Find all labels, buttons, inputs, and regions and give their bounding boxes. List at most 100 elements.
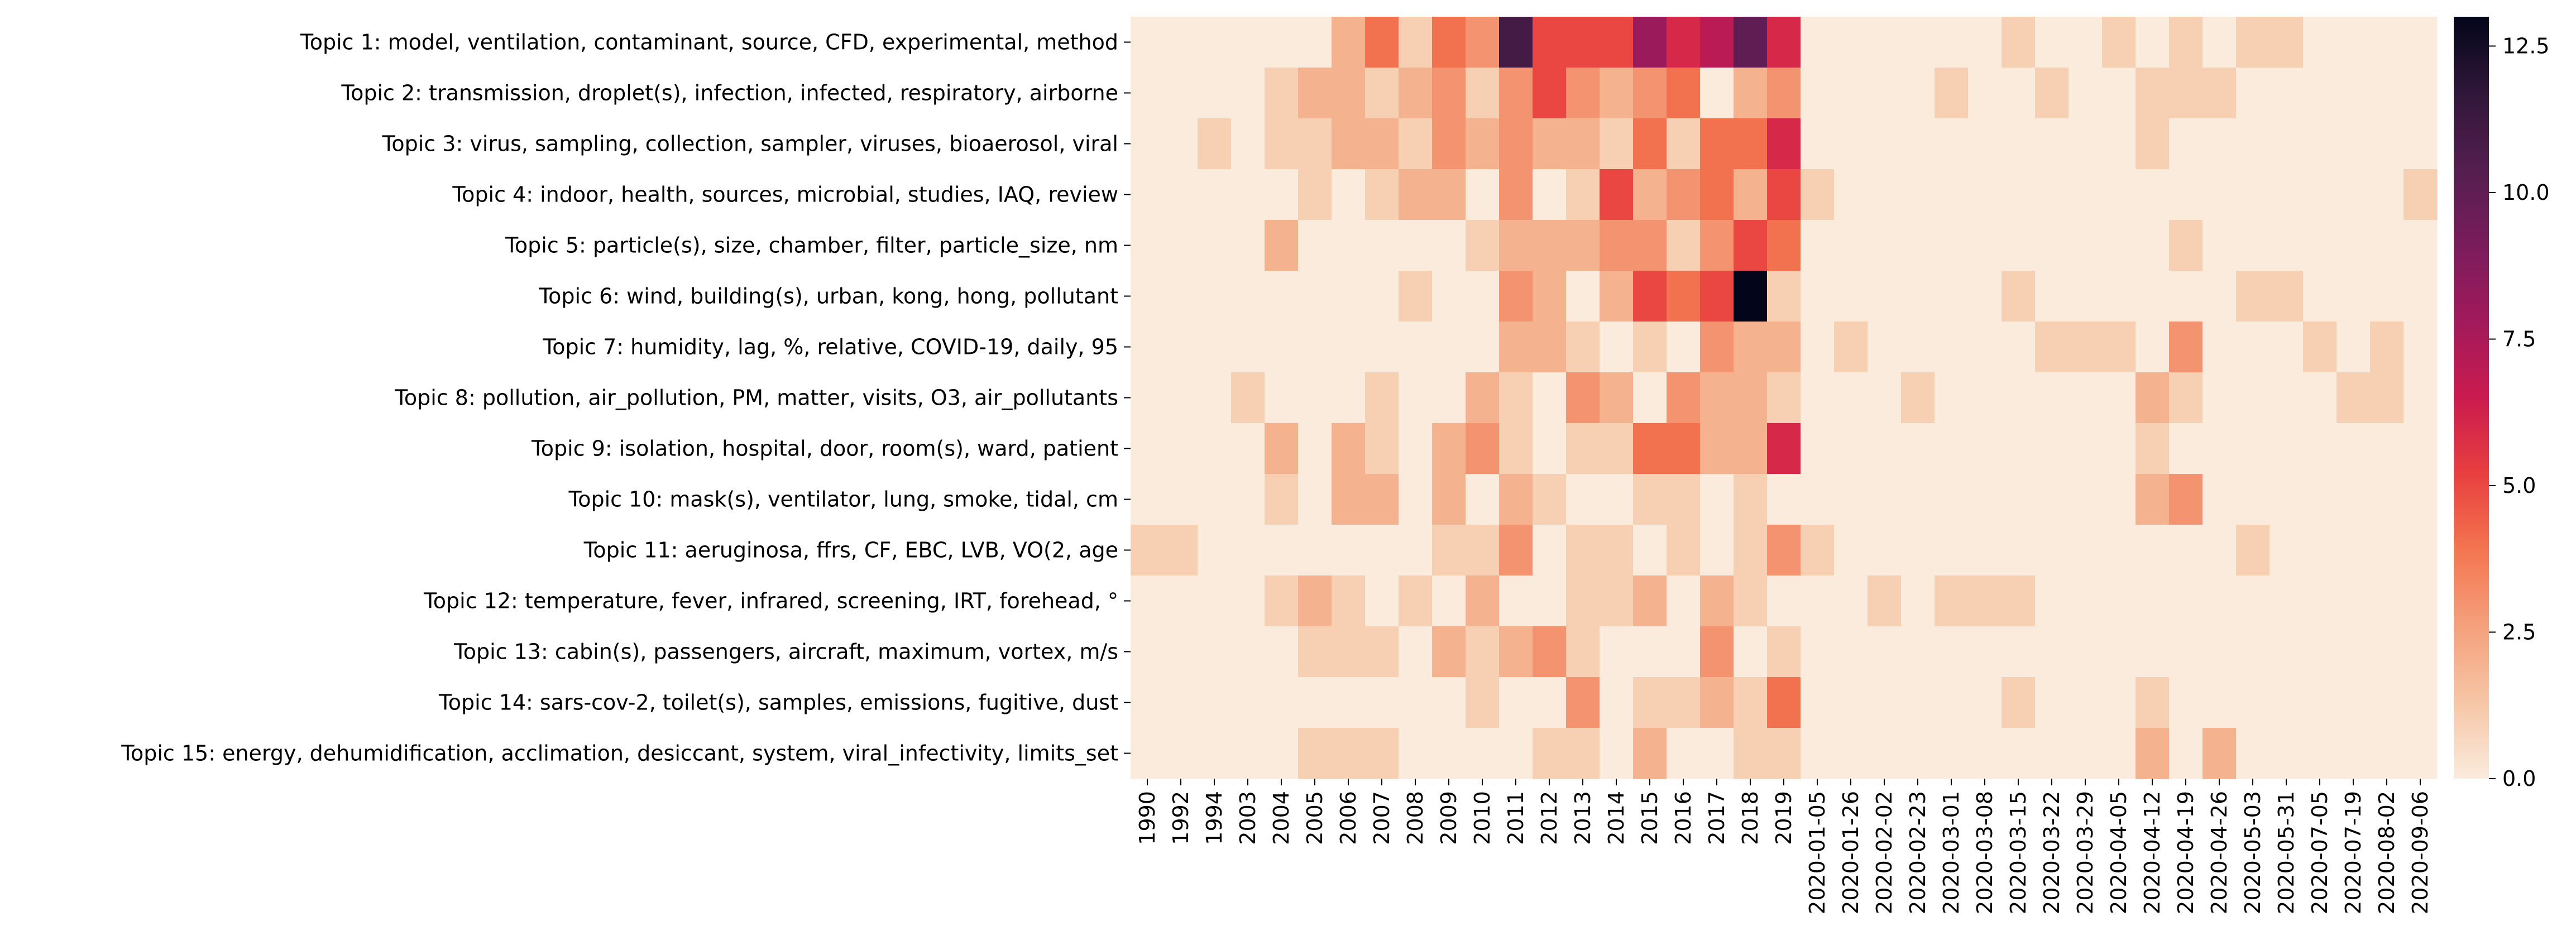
heatmap-cell [1801,118,1835,170]
heatmap-cell [2169,575,2203,627]
heatmap-cell [1265,372,1299,424]
heatmap-cell [2102,220,2136,271]
heatmap-cell [1131,17,1165,68]
heatmap-cell [2102,728,2136,779]
heatmap-cell [2236,118,2270,170]
heatmap-cell [2002,677,2036,728]
heatmap-cell [2236,68,2270,119]
heatmap-cell [2236,372,2270,424]
heatmap-cell [2303,474,2337,525]
heatmap-cell [1700,575,1734,627]
heatmap-cell [1399,728,1433,779]
heatmap-cell [2069,575,2103,627]
heatmap-cell [2202,220,2237,271]
heatmap-cell [2069,118,2103,170]
heatmap-cell [2202,17,2237,68]
heatmap-cell [2236,271,2270,322]
heatmap-cell [1868,118,1902,170]
heatmap-cell [2403,220,2438,271]
heatmap-cell [1767,271,1801,322]
heatmap-cell [1533,68,1567,119]
heatmap-cell [2336,169,2371,220]
heatmap-cell [1700,372,1734,424]
heatmap-cell [1566,575,1600,627]
heatmap-cell [1834,68,1868,119]
heatmap-cell [1633,271,1667,322]
heatmap-cell [1633,525,1667,576]
heatmap-cell [1499,677,1533,728]
heatmap-cell [2136,68,2170,119]
heatmap-cell [1499,118,1533,170]
heatmap-cell [1164,220,1198,271]
heatmap-cell [1700,271,1734,322]
heatmap-cell [2269,474,2304,525]
heatmap-cell [1734,525,1768,576]
heatmap-cell [1265,423,1299,474]
column-label: 2020-04-12 [2140,791,2165,914]
heatmap-cell [1566,17,1600,68]
heatmap-cell [1265,68,1299,119]
heatmap-cell [2136,17,2170,68]
heatmap-cell [1801,271,1835,322]
heatmap-cell [1298,372,1332,424]
colorbar-tick-label: 12.5 [2502,34,2550,59]
column-label: 2019 [1771,791,1796,845]
heatmap-cell [1834,474,1868,525]
heatmap-cell [2403,423,2438,474]
heatmap-cell [1499,220,1533,271]
column-label: 2020-07-05 [2307,791,2332,914]
heatmap-cell [1901,271,1935,322]
heatmap-cell [2303,626,2337,678]
heatmap-cell [2370,68,2404,119]
heatmap-cell [1131,271,1165,322]
heatmap-cell [2236,423,2270,474]
row-label: Topic 4: indoor, health, sources, microb… [452,183,1118,207]
heatmap-cell [1935,220,1969,271]
heatmap-cell [1365,118,1399,170]
heatmap-cell [2069,423,2103,474]
heatmap-cell [1801,17,1835,68]
heatmap-cell [2069,474,2103,525]
column-label: 1992 [1169,791,1193,845]
row-label: Topic 12: temperature, fever, infrared, … [423,589,1118,613]
heatmap-cell [1901,677,1935,728]
column-label: 2020-02-02 [1872,791,1897,914]
heatmap-cell [2136,474,2170,525]
heatmap-cell [2002,474,2036,525]
heatmap-cell [2002,728,2036,779]
column-label: 2020-08-02 [2374,791,2399,914]
heatmap-cell [2202,372,2237,424]
heatmap-cell [1767,322,1801,373]
heatmap-cell [1935,423,1969,474]
heatmap-cell [2403,271,2438,322]
heatmap-cell [2202,474,2237,525]
heatmap-cell [1499,525,1533,576]
heatmap-cell [1667,677,1701,728]
heatmap-cell [2102,322,2136,373]
heatmap-cell [1935,677,1969,728]
heatmap-cell [1231,169,1265,220]
heatmap-cell [1432,322,1466,373]
heatmap-cell [1767,677,1801,728]
heatmap-cell [2269,372,2304,424]
heatmap-cell [1164,322,1198,373]
heatmap-cell [1231,220,1265,271]
heatmap-cell [1231,575,1265,627]
heatmap-cell [2269,525,2304,576]
heatmap-cell [1432,17,1466,68]
heatmap-cell [2035,728,2069,779]
heatmap-cell [1399,677,1433,728]
heatmap-cell [1164,677,1198,728]
heatmap-cell [2403,525,2438,576]
heatmap-cell [1868,575,1902,627]
heatmap-cell [1298,525,1332,576]
heatmap-cell [1399,169,1433,220]
heatmap-cell [2403,169,2438,220]
heatmap-cell [1365,372,1399,424]
heatmap-cell [1901,525,1935,576]
row-label: Topic 8: pollution, air_pollution, PM, m… [394,386,1118,410]
heatmap-cell [1164,728,1198,779]
heatmap-cell [1767,17,1801,68]
heatmap-cell [1399,626,1433,678]
heatmap-cell [1432,220,1466,271]
